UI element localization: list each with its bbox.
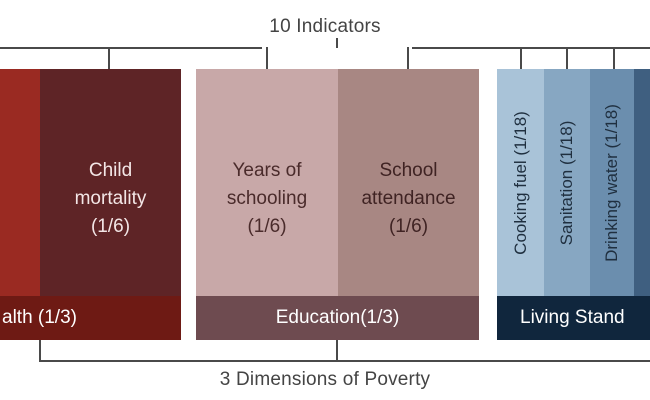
health-indicator-partial-box: n xyxy=(0,69,40,296)
top-bracket-right xyxy=(412,47,650,49)
bottom-bracket-line xyxy=(39,360,650,362)
drinking-water-label-wrap: Drinking water (1/18) xyxy=(590,69,634,296)
health-indicator-partial-label: n xyxy=(0,157,20,185)
years-of-schooling-label: Years of schooling (1/6) xyxy=(226,160,308,237)
indicators-title: 10 Indicators xyxy=(269,16,381,37)
child-mortality-box: Child mortality (1/6) xyxy=(40,69,181,296)
top-bracket-center-tick xyxy=(336,38,338,48)
cooking-fuel-box xyxy=(497,69,544,296)
drinking-water-box xyxy=(590,69,634,296)
school-attendance-box: School attendance (1/6) xyxy=(338,69,479,296)
school-attendance-label: School attendance (1/6) xyxy=(361,160,456,237)
sanitation-box xyxy=(544,69,590,296)
bottom-bracket-tick-health xyxy=(39,340,41,362)
tick-years-schooling xyxy=(266,47,268,69)
tick-drinking-water xyxy=(613,47,615,69)
child-mortality-label: Child mortality (1/6) xyxy=(74,160,147,237)
education-dimension-label: Education(1/3) xyxy=(275,307,400,328)
cooking-fuel-label: Cooking fuel (1/18) xyxy=(510,110,530,255)
tick-cooking-fuel xyxy=(520,47,522,69)
dimensions-title: 3 Dimensions of Poverty xyxy=(219,369,431,390)
sanitation-label: Sanitation (1/18) xyxy=(557,120,576,245)
tick-school-attendance xyxy=(407,47,409,69)
living-standards-next-box xyxy=(634,69,650,296)
top-bracket-left xyxy=(0,47,262,49)
living-standards-dimension-bar: Living Stand xyxy=(497,296,650,340)
cooking-fuel-label-wrap: Cooking fuel (1/18) xyxy=(497,69,544,296)
tick-child-mortality xyxy=(108,47,110,69)
health-dimension-label: alth (1/3) xyxy=(2,307,77,328)
bottom-bracket-tick-education xyxy=(336,340,338,362)
years-of-schooling-box: Years of schooling (1/6) xyxy=(196,69,338,296)
tick-sanitation xyxy=(566,47,568,69)
drinking-water-label: Drinking water (1/18) xyxy=(602,103,621,262)
education-dimension-bar: Education(1/3) xyxy=(196,296,479,340)
living-standards-dimension-label: Living Stand xyxy=(520,307,625,328)
health-dimension-bar: alth (1/3) xyxy=(0,296,181,340)
sanitation-label-wrap: Sanitation (1/18) xyxy=(544,69,590,296)
